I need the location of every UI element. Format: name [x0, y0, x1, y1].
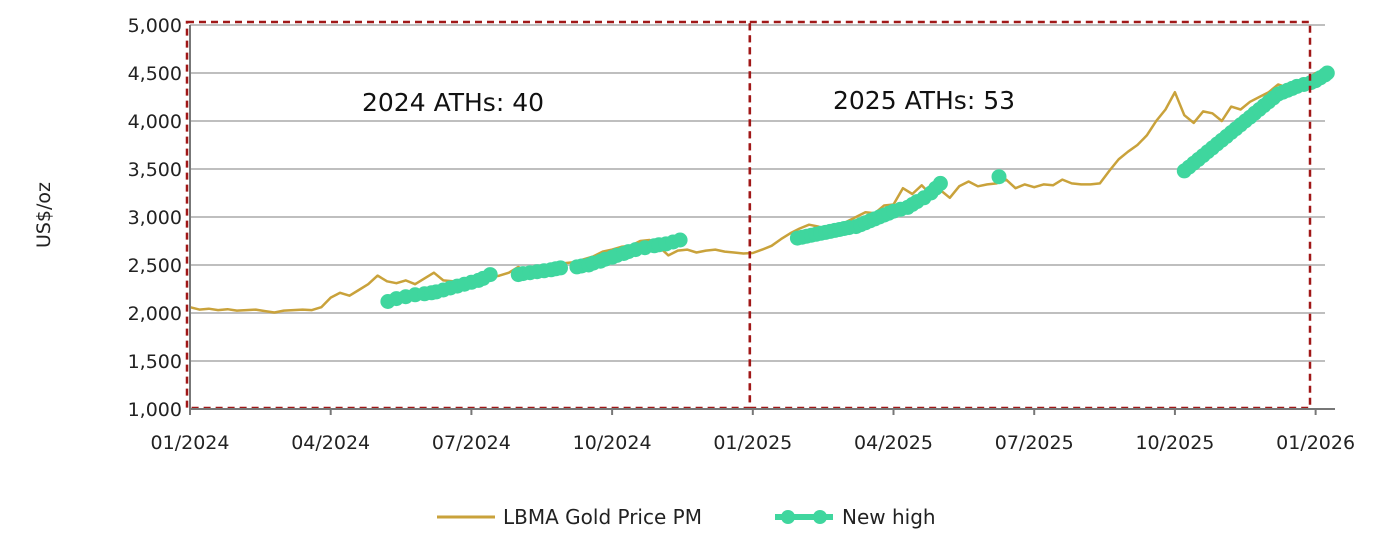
- annotation-box-2024: [185, 20, 752, 410]
- new-high-marker: [553, 260, 568, 276]
- new-high-marker: [932, 175, 948, 191]
- new-high-marker: [991, 169, 1007, 185]
- x-tick-label: 04/2025: [854, 432, 933, 454]
- annotation-2025: 2025 ATHs: 53: [833, 86, 1015, 115]
- y-tick-label: 3,500: [128, 159, 182, 181]
- x-tick-label: 10/2024: [573, 432, 652, 454]
- y-tick-label: 4,500: [128, 63, 182, 85]
- x-tick-label: 01/2026: [1276, 432, 1355, 454]
- y-tick-label: 1,500: [128, 351, 182, 373]
- x-tick-label: 07/2025: [995, 432, 1074, 454]
- y-tick-label: 1,000: [128, 399, 182, 421]
- x-tick-label: 01/2025: [713, 432, 792, 454]
- x-tick-label: 04/2024: [291, 432, 370, 454]
- new-high-marker: [1319, 65, 1335, 81]
- y-tick-label: 3,000: [128, 207, 182, 229]
- x-tick-label: 10/2025: [1135, 432, 1214, 454]
- y-tick-label: 2,000: [128, 303, 182, 325]
- gold-price-line: [189, 71, 1326, 314]
- legend: LBMA Gold Price PM New high: [437, 505, 936, 529]
- y-axis-label: US$/oz: [33, 182, 55, 248]
- annotation-boxes: [185, 20, 1312, 410]
- axis-layer: 1,000 1,500 2,000 2,500 3,000 3,500 4,000 4,500…: [128, 15, 1355, 454]
- grid-layer: [190, 24, 1325, 410]
- y-tick-label: 4,000: [128, 111, 182, 133]
- legend-marker-new-high: [781, 510, 795, 524]
- new-high-marker: [482, 267, 498, 283]
- annotation-2024: 2024 ATHs: 40: [362, 88, 544, 117]
- annotation-box-2025: [748, 20, 1312, 410]
- series-layer: [189, 65, 1335, 314]
- y-tick-label: 5,000: [128, 15, 182, 37]
- legend-marker-new-high: [813, 510, 827, 524]
- new-high-marker: [672, 232, 688, 248]
- y-tick-label: 2,500: [128, 255, 182, 277]
- x-tick-label: 07/2024: [432, 432, 511, 454]
- legend-label-new-high: New high: [842, 505, 936, 529]
- x-tick-label: 01/2024: [151, 432, 230, 454]
- legend-label-gold: LBMA Gold Price PM: [503, 505, 702, 529]
